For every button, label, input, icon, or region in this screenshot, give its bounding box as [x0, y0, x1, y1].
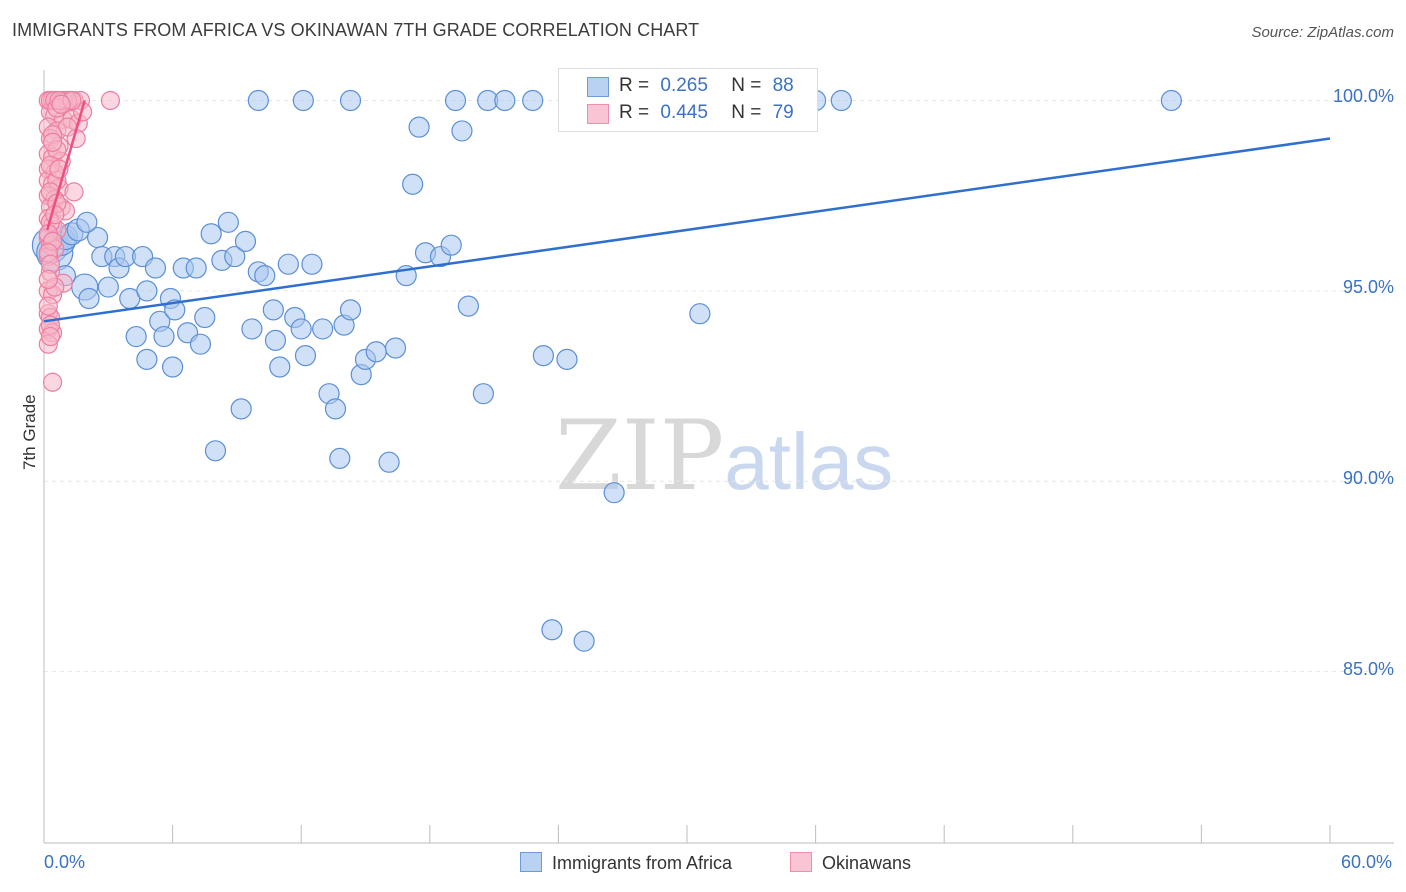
point-blue	[136, 348, 158, 370]
point-blue	[329, 447, 351, 470]
legend-swatch-okinawans	[587, 104, 609, 124]
point-blue	[144, 257, 167, 279]
x-tick-label-min: 0.0%	[44, 852, 86, 872]
point-pink	[42, 132, 63, 152]
point-pink	[51, 94, 71, 114]
bottom-legend-swatch-africa	[520, 852, 542, 872]
watermark-atlas: atlas	[724, 417, 894, 506]
point-blue	[472, 383, 494, 405]
point-blue	[230, 398, 252, 420]
point-blue	[402, 173, 424, 195]
point-blue	[522, 89, 544, 112]
point-blue	[277, 253, 299, 275]
point-blue	[301, 253, 323, 275]
point-blue	[200, 223, 222, 245]
bottom-legend-label-okinawans: Okinawans	[822, 853, 912, 873]
legend-n-value: 79	[772, 102, 794, 123]
trend-line-pink	[46, 100, 86, 231]
point-blue	[241, 318, 263, 340]
chart-title: IMMIGRANTS FROM AFRICA VS OKINAWAN 7TH G…	[12, 20, 700, 40]
watermark: ZIPatlas	[555, 400, 893, 512]
legend-n-value: 88	[772, 75, 794, 96]
point-blue	[269, 356, 291, 378]
y-tick-label-90: 90.0%	[1342, 468, 1394, 488]
point-blue	[378, 451, 400, 473]
point-blue	[294, 344, 317, 367]
point-pink	[40, 326, 61, 347]
legend-r-value: 0.445	[660, 102, 708, 123]
y-axis-label: 7th Grade	[20, 394, 39, 470]
point-blue	[603, 482, 625, 504]
source-label: Source: ZipAtlas.com	[1251, 24, 1394, 41]
y-tick-label-95: 95.0%	[1342, 277, 1394, 297]
point-pink	[42, 372, 63, 392]
point-blue	[532, 344, 554, 367]
point-blue	[339, 89, 362, 112]
point-pink	[64, 182, 84, 202]
point-blue	[494, 89, 516, 112]
bottom-legend-swatch-okinawans	[790, 852, 812, 872]
point-blue	[153, 325, 175, 348]
point-blue	[194, 306, 216, 329]
bottom-legend-okinawans: Okinawans	[790, 852, 911, 874]
stats-legend: R = 0.265 N = 88 R = 0.445 N = 79	[558, 68, 818, 132]
point-blue	[830, 89, 852, 112]
point-blue	[247, 89, 269, 112]
point-blue	[254, 265, 276, 287]
point-blue	[162, 356, 184, 378]
point-blue	[573, 630, 595, 652]
y-tick-label-85: 85.0%	[1342, 659, 1394, 679]
point-blue	[189, 333, 212, 355]
point-blue	[541, 619, 563, 641]
point-blue	[204, 440, 227, 462]
point-blue	[689, 303, 711, 325]
point-blue	[440, 234, 462, 256]
point-blue	[339, 299, 362, 321]
point-blue	[408, 116, 430, 138]
legend-row-okinawans: R = 0.445 N = 79	[619, 102, 794, 124]
legend-n-label: N =	[731, 102, 762, 123]
point-blue	[224, 245, 246, 268]
point-blue	[324, 398, 347, 420]
point-blue	[290, 318, 312, 340]
point-blue	[365, 341, 387, 363]
point-blue	[457, 295, 479, 317]
point-blue	[444, 89, 467, 112]
point-pink	[38, 269, 58, 290]
legend-swatch-africa	[587, 77, 609, 97]
point-blue	[1160, 89, 1182, 112]
point-blue	[185, 257, 207, 279]
point-blue	[97, 276, 119, 298]
point-blue	[76, 211, 98, 233]
legend-n-label: N =	[731, 75, 762, 96]
x-tick-label-max: 60.0%	[1340, 852, 1392, 872]
point-blue	[164, 299, 186, 321]
point-blue	[217, 211, 239, 233]
point-blue	[384, 337, 407, 359]
point-blue	[556, 348, 578, 370]
point-blue	[136, 280, 158, 302]
y-tick-label-100: 100.0%	[1332, 86, 1394, 106]
legend-r-label: R =	[619, 75, 650, 96]
bottom-legend-label-africa: Immigrants from Africa	[552, 853, 733, 873]
legend-row-africa: R = 0.265 N = 88	[619, 75, 794, 97]
point-pink	[38, 296, 58, 316]
trend-line-blue	[43, 137, 1331, 323]
point-blue	[312, 318, 334, 340]
bottom-legend-africa: Immigrants from Africa	[520, 852, 732, 874]
point-blue	[78, 287, 100, 310]
point-pink	[100, 90, 121, 111]
point-blue	[262, 299, 284, 321]
watermark-zip: ZIP	[555, 400, 725, 512]
point-blue	[264, 329, 287, 351]
point-blue	[125, 325, 147, 348]
point-blue	[292, 89, 314, 112]
point-blue	[234, 230, 257, 252]
point-blue	[451, 120, 473, 142]
legend-r-value: 0.265	[660, 75, 708, 96]
legend-r-label: R =	[619, 102, 650, 123]
